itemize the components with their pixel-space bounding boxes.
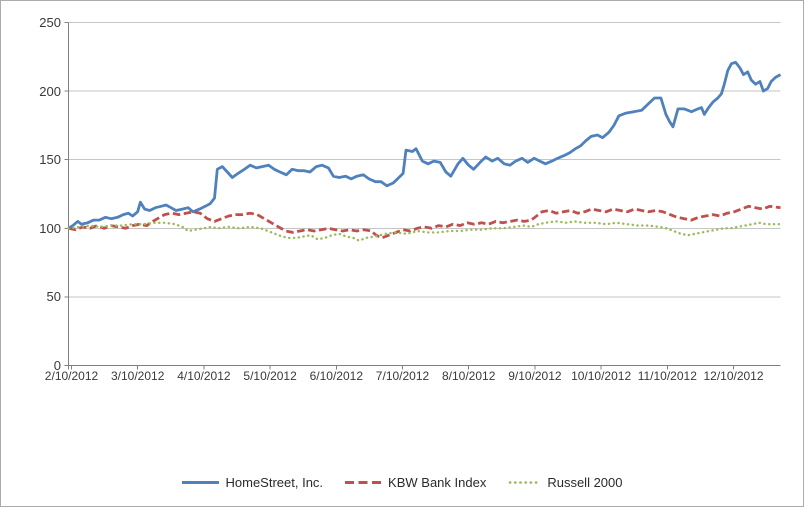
x-axis-label: 2/10/2012 xyxy=(44,369,99,383)
y-axis-label: 50 xyxy=(46,289,61,305)
x-axis-label: 4/10/2012 xyxy=(177,369,231,383)
x-axis-label: 7/10/2012 xyxy=(375,369,430,383)
legend-label-kbw-bank-index: KBW Bank Index xyxy=(388,474,487,490)
y-axis-label: 0 xyxy=(53,358,61,373)
series-line-1 xyxy=(68,204,781,240)
x-axis-label: 12/10/2012 xyxy=(703,369,764,383)
x-axis-label: 8/10/2012 xyxy=(441,369,496,383)
y-axis-label: 150 xyxy=(39,152,61,168)
legend-dotted-line-icon xyxy=(509,480,541,484)
y-axis-label: 250 xyxy=(39,15,61,30)
legend-solid-line-icon xyxy=(181,480,219,484)
x-axis-label: 5/10/2012 xyxy=(243,369,297,383)
series-line-0 xyxy=(67,60,782,230)
y-axis-label: 100 xyxy=(39,220,61,236)
x-axis-label: 10/10/2012 xyxy=(571,369,632,383)
legend-label-russell-2000: Russell 2000 xyxy=(547,474,623,490)
legend-item-kbw-bank-index: KBW Bank Index xyxy=(345,475,486,490)
legend-item-homestreet: HomeStreet, Inc. xyxy=(181,474,324,490)
series-line-2 xyxy=(67,220,782,242)
legend-label-homestreet: HomeStreet, Inc. xyxy=(225,474,324,490)
x-axis-label: 3/10/2012 xyxy=(110,369,165,383)
legend: HomeStreet, Inc. KBW Bank Index Russell … xyxy=(1,472,803,492)
x-axis-label: 6/10/2012 xyxy=(309,369,363,383)
x-axis-label: 11/10/2012 xyxy=(637,369,697,383)
x-axis-label: 9/10/2012 xyxy=(508,369,562,383)
y-axis-label: 200 xyxy=(39,83,61,99)
legend-dashed-line-icon xyxy=(345,480,382,484)
legend-item-russell-2000: Russell 2000 xyxy=(508,475,622,490)
